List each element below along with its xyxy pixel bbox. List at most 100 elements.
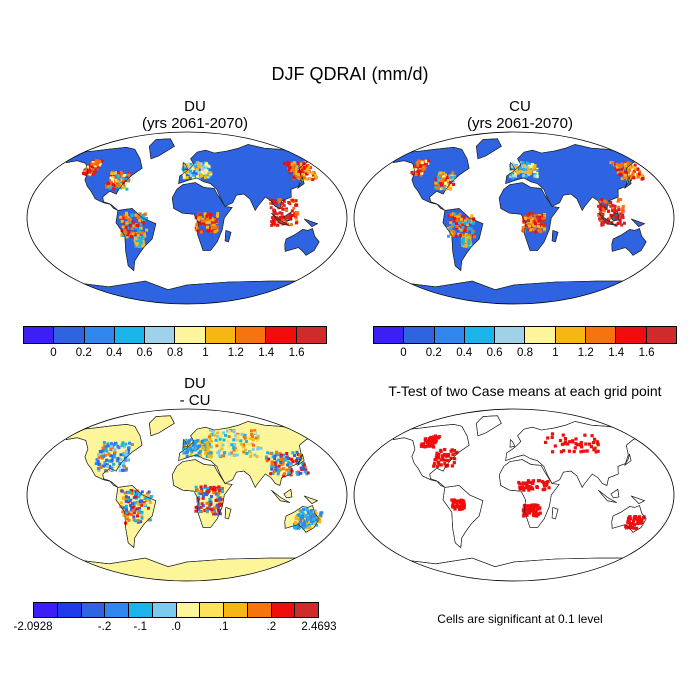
grid-cell (130, 512, 134, 516)
grid-cell (535, 171, 539, 175)
grid-cell (455, 499, 459, 503)
grid-cell (141, 231, 145, 235)
grid-cell (92, 168, 96, 172)
grid-cell (296, 211, 300, 215)
grid-cell (271, 222, 275, 225)
grid-cell (124, 458, 128, 462)
grid-cell (460, 507, 464, 511)
grid-cell (457, 221, 461, 224)
grid-cell (250, 429, 253, 433)
colorbar-tick-label: .2 (266, 621, 277, 633)
grid-cell (199, 485, 203, 489)
grid-cell (522, 229, 526, 233)
grid-cell (289, 168, 293, 172)
grid-cell (146, 506, 150, 510)
grid-cell (91, 161, 95, 164)
grid-cell (295, 471, 299, 474)
grid-cell (533, 174, 537, 178)
map-cu (353, 131, 675, 305)
grid-cell (303, 470, 307, 474)
grid-cell (308, 526, 312, 530)
grid-cell (538, 227, 542, 231)
grid-cell (293, 172, 297, 176)
grid-cell (200, 173, 204, 177)
grid-cell (215, 444, 219, 448)
grid-cell (613, 162, 617, 166)
grid-cell (213, 433, 217, 437)
grid-cell (108, 186, 112, 190)
map-du (26, 131, 348, 305)
grid-cell (138, 212, 142, 216)
grid-cell (245, 452, 249, 455)
grid-cell (452, 177, 456, 181)
grid-cell (612, 215, 616, 219)
grid-cell (443, 448, 447, 452)
grid-cell (433, 458, 437, 462)
grid-cell (467, 242, 471, 245)
coastline-newguinea (631, 495, 646, 504)
grid-cell (434, 439, 438, 443)
grid-cell (145, 216, 149, 220)
grid-cell (434, 177, 438, 181)
grid-cell (203, 212, 207, 216)
grid-cell (298, 458, 302, 462)
grid-cell (277, 464, 281, 468)
grid-cell (275, 453, 279, 457)
grid-cell (302, 463, 306, 467)
grid-cell (514, 174, 517, 178)
coastline-indonesia (598, 212, 617, 226)
grid-cell (626, 161, 630, 165)
grid-cell (218, 488, 222, 492)
grid-cell (301, 167, 305, 171)
grid-cell (449, 213, 453, 217)
grid-cell (313, 174, 317, 178)
grid-cell (118, 462, 122, 465)
grid-cell (617, 213, 621, 217)
colorbar-tick-label: 0.6 (486, 347, 503, 359)
grid-cell (522, 219, 526, 223)
coastline-greenland (475, 138, 502, 160)
grid-cell (122, 514, 126, 517)
grid-cell (461, 223, 465, 227)
grid-cell (182, 451, 186, 455)
coastline-greenland (475, 415, 502, 437)
coastline-antarctica (61, 557, 314, 581)
grid-cell (200, 170, 204, 174)
colorbar-swatch (175, 327, 206, 343)
grid-cell (618, 219, 622, 222)
grid-cell (92, 172, 96, 176)
grid-cell (116, 170, 120, 174)
grid-cell (295, 172, 299, 175)
grid-cell (125, 176, 128, 180)
grid-cell (105, 463, 109, 467)
grid-cell (450, 183, 454, 187)
grid-cell (130, 492, 134, 495)
grid-cell (273, 454, 277, 458)
grid-cell (127, 446, 131, 450)
grid-cell (269, 201, 273, 205)
grid-cell (99, 466, 103, 469)
grid-cell (318, 520, 322, 524)
grid-cell (528, 484, 532, 488)
grid-cell (520, 170, 524, 174)
grid-cell (623, 162, 627, 166)
grid-cell (216, 493, 220, 497)
grid-cell (251, 434, 254, 438)
grid-cell (201, 168, 205, 172)
grid-cell (196, 162, 200, 165)
grid-cell (446, 226, 450, 230)
grid-cell (462, 238, 465, 242)
grid-cell (248, 450, 252, 454)
grid-cell (302, 162, 306, 166)
grid-cell (235, 453, 239, 457)
grid-cell (280, 462, 284, 466)
grid-cell (210, 445, 214, 449)
grid-cell (205, 454, 209, 458)
grid-cell (207, 451, 211, 455)
panel-title-du-line1: DU (184, 98, 206, 115)
grid-cell (192, 442, 196, 446)
colorbar-swatch (404, 327, 435, 343)
grid-cell (608, 216, 612, 220)
grid-cell (302, 525, 306, 528)
grid-cell (119, 183, 123, 187)
